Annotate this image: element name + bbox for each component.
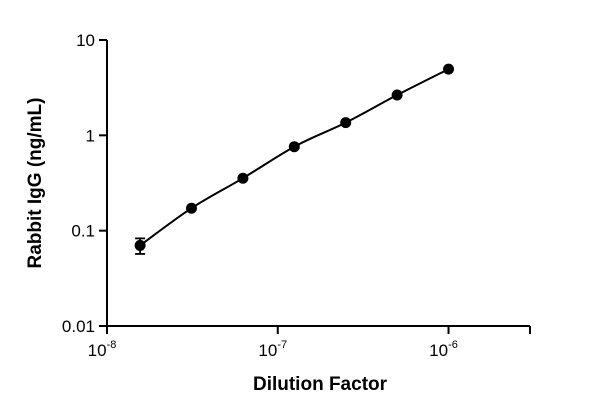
data-point (237, 172, 249, 184)
y-tick-label: 1 (86, 126, 95, 145)
y-axis-ticks: 0.01 0.1 1 10 (62, 31, 107, 336)
x-tick-label: 10-8 (88, 339, 117, 360)
y-tick-label: 0.1 (71, 222, 95, 241)
data-point (391, 89, 403, 101)
data-point (186, 202, 198, 214)
y-axis-title: Rabbit IgG (ng/mL) (25, 98, 46, 269)
x-tick-label: 10-6 (429, 339, 458, 360)
data-point (340, 117, 352, 129)
data-point (134, 239, 146, 251)
data-points (134, 63, 455, 255)
x-axis-ticks: 10-8 10-7 10-6 (88, 326, 531, 360)
x-axis-title: Dilution Factor (253, 374, 388, 395)
data-point (443, 63, 455, 75)
y-tick-label: 10 (76, 31, 95, 50)
data-point (288, 141, 300, 153)
y-tick-label: 0.01 (62, 317, 95, 336)
x-tick-label: 10-7 (258, 339, 287, 360)
